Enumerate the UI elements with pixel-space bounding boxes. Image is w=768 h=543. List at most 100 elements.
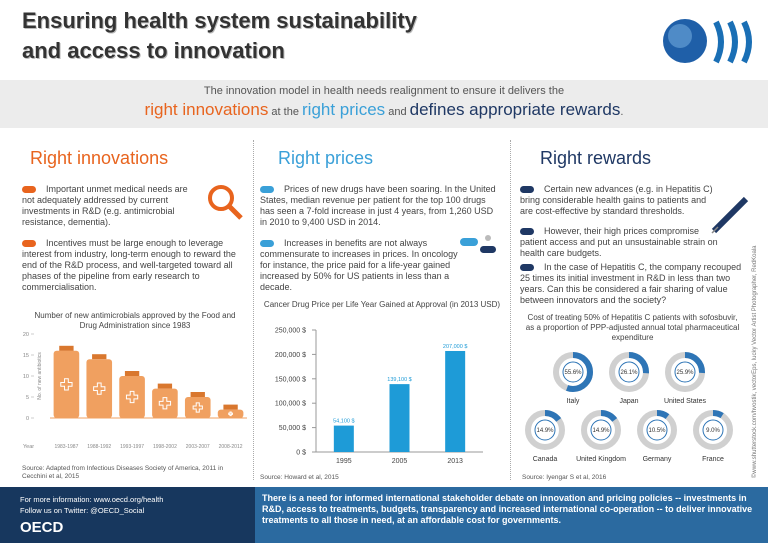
donut-center [534,419,556,441]
cross [125,390,139,404]
magnifier-icon [208,185,243,220]
chart: 55.6% Italy 26.1% Japan 25.9% United States 14… [525,352,733,463]
bottle-cap [157,383,173,389]
section-title: Right prices [278,148,374,168]
x-tick-label: 1993-1997 [120,444,144,450]
value-label: 55.6% [564,370,582,376]
donut-arc [665,352,705,392]
chart-title: Cost of treating 50% of Hepatitis C pati… [525,313,740,342]
chart: 0 5 10 15 20 No. of new antibiotics Year 1983-1… [23,332,247,450]
intro-band [0,80,768,128]
value-label: 14.9% [536,428,554,434]
logo [663,19,752,64]
donut-center [562,361,584,383]
item-text: Incentives must be large enough to lever… [22,238,236,292]
value-label: 26.1% [620,370,638,376]
credit: ©www.shutterstock.com/hvostik, vectorEps… [752,245,758,478]
donut-arc [553,352,593,392]
item-text: However, their high prices compromise pa… [520,226,718,258]
donut-center [590,419,612,441]
y-tick-label: 50,000 $ [279,425,306,432]
bar [445,350,466,452]
bottle [152,388,178,418]
intro-part: defines appropriate rewards [409,100,621,119]
donut-center [618,361,640,383]
x-tick-label: 1983-1987 [54,444,78,450]
value-label: 207,000 $ [443,344,467,350]
separator [510,140,511,480]
bottle-cap [223,404,238,410]
y-tick-label: 200,000 $ [275,352,306,359]
item: Prices of new drugs have been soaring. I… [260,184,498,228]
category-label: France [702,456,724,463]
footer-message: There is a need for informed internation… [262,493,753,525]
bottle [119,376,145,418]
chart: 0 $ 50,000 $ 100,000 $ 150,000 $ 200,000 $ 25… [275,328,483,465]
category-label: United Kingdom [576,456,626,463]
intro-part: and [388,106,407,118]
section-title: Right innovations [30,148,169,168]
bottle-cap [124,371,140,376]
footer-left [0,487,255,543]
y-tick-label: 5 [26,395,29,401]
donut-center [646,419,668,441]
footer-twitter[interactable]: Follow us on Twitter: @OECD_Social [20,506,145,515]
bottle-cap [59,345,74,351]
footer-right [255,487,768,543]
x-tick-label: 2008-2012 [219,444,243,450]
item: However, their high prices compromise pa… [520,226,720,259]
category-label: Japan [619,398,638,405]
separator [253,140,254,480]
intro-line: The innovation model in health needs rea… [203,85,565,97]
category-label: Italy [567,398,580,405]
bottle [86,359,113,418]
value-label: 25.9% [676,370,694,376]
y-tick-label: 150,000 $ [275,376,306,383]
item: Certain new advances (e.g. in Hepatitis … [520,184,720,217]
cross [60,378,73,391]
bottle-cap [92,354,107,360]
item-text: In the case of Hepatitis C, the company … [520,262,742,305]
bottle [184,397,211,418]
x-tick-label: 2013 [447,458,463,465]
item-text: Certain new advances (e.g. in Hepatitis … [520,184,713,216]
intro-part: . [620,106,624,118]
category-label: United States [664,398,707,405]
value-label: 139,100 $ [387,377,411,383]
icon [260,186,274,193]
x-tick-label: 1988-1992 [87,444,111,450]
section-title: Right rewards [540,148,652,168]
x-tick-label: 1995 [336,458,352,465]
y-tick-label: 20 [23,332,29,338]
donut-arc [609,352,649,392]
y-tick-label: 15 [23,353,29,359]
item: Incentives must be large enough to lever… [22,238,244,293]
icon [520,264,534,271]
bottle-cap [190,392,205,397]
value-label: 54,100 $ [333,419,354,425]
icon [260,240,274,247]
x-tick-label: 1998-2002 [153,444,177,450]
bottle [217,409,244,418]
pills-icon [460,235,496,253]
item: Important unmet medical needs are not ad… [22,184,197,228]
chart-title: Number of new antimicrobials approved by… [34,311,236,330]
y-tick-label: 10 [23,374,29,380]
syringe-icon [711,196,749,234]
category-label: Canada [533,456,558,463]
donut-arc [581,410,621,450]
source: Source: Iyengar S et al, 2016 [522,474,607,481]
icon [22,240,36,247]
footer-info[interactable]: For more information: www.oecd.org/healt… [20,495,164,504]
donut-arc [525,410,565,450]
item-text: Prices of new drugs have been soaring. I… [260,184,496,227]
intro-line: right innovations at the right prices an… [0,100,768,120]
x-tick-label: 2003-2007 [186,444,210,450]
intro-part: right prices [302,100,386,119]
y-tick-label: 0 $ [296,450,306,457]
title: Ensuring health system sustainability [22,8,417,33]
donut-center [702,419,724,441]
category-label: Germany [643,456,672,463]
footer-logo: OECD [20,519,64,536]
